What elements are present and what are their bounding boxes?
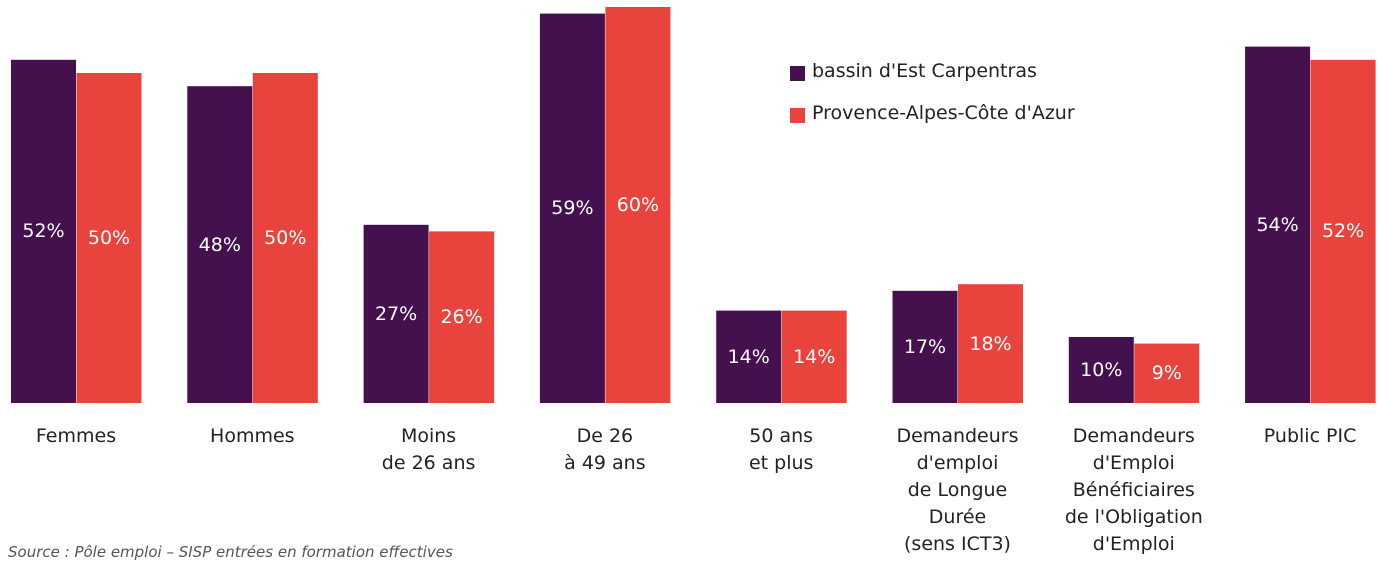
bar	[892, 290, 958, 403]
value-label: 52%	[1321, 220, 1365, 243]
bar	[716, 310, 782, 403]
x-tick-label: De 26 à 49 ans	[564, 425, 646, 474]
x-tick-label: Public PIC	[1263, 425, 1357, 447]
value-label: 27%	[374, 302, 418, 325]
value-label: 60%	[616, 194, 659, 216]
value-label: 50%	[87, 227, 131, 249]
value-label: 14%	[727, 345, 770, 368]
source: Source : Pôle emploi – SISP entrées en f…	[8, 543, 453, 561]
legend-swatch	[790, 108, 805, 123]
legend-label: Provence-Alpes-Côte d'Azur	[812, 102, 1075, 124]
x-tick-label: Femmes	[35, 425, 117, 447]
bar	[605, 7, 671, 403]
bar	[1310, 59, 1376, 404]
value-label: 54%	[1256, 213, 1299, 236]
x-tick-label: Hommes	[210, 425, 295, 447]
value-label: 26%	[440, 306, 483, 329]
bar	[11, 59, 76, 404]
value-label: 17%	[903, 335, 947, 358]
value-label: 10%	[1080, 359, 1123, 381]
bar	[958, 284, 1023, 403]
x-tick-label: Demandeurs d'emploi de Longue Durée (sen…	[896, 425, 1019, 555]
bar	[252, 73, 318, 403]
bar	[781, 310, 847, 403]
x-tick-label: Moins de 26 ans	[381, 425, 476, 474]
x-tick-label: Demandeurs d'Emploi Bénéficiaires de l'O…	[1064, 425, 1203, 555]
value-label: 18%	[969, 332, 1012, 355]
bar	[429, 231, 495, 403]
legend-label: bassin d'Est Carpentras	[812, 60, 1037, 82]
bar	[363, 224, 429, 403]
value-label: 59%	[551, 197, 594, 220]
x-tick-label: 50 ans et plus	[748, 425, 814, 474]
bar	[187, 86, 253, 403]
bar	[1068, 337, 1134, 403]
legend-swatch	[790, 66, 805, 81]
bar	[76, 73, 142, 403]
bar	[1245, 46, 1311, 403]
bar	[1134, 343, 1200, 403]
value-label: 14%	[793, 345, 836, 368]
value-label: 50%	[264, 227, 307, 249]
value-label: 48%	[198, 233, 241, 256]
value-label: 52%	[22, 220, 65, 243]
value-label: 9%	[1151, 362, 1182, 385]
bar	[539, 13, 605, 403]
